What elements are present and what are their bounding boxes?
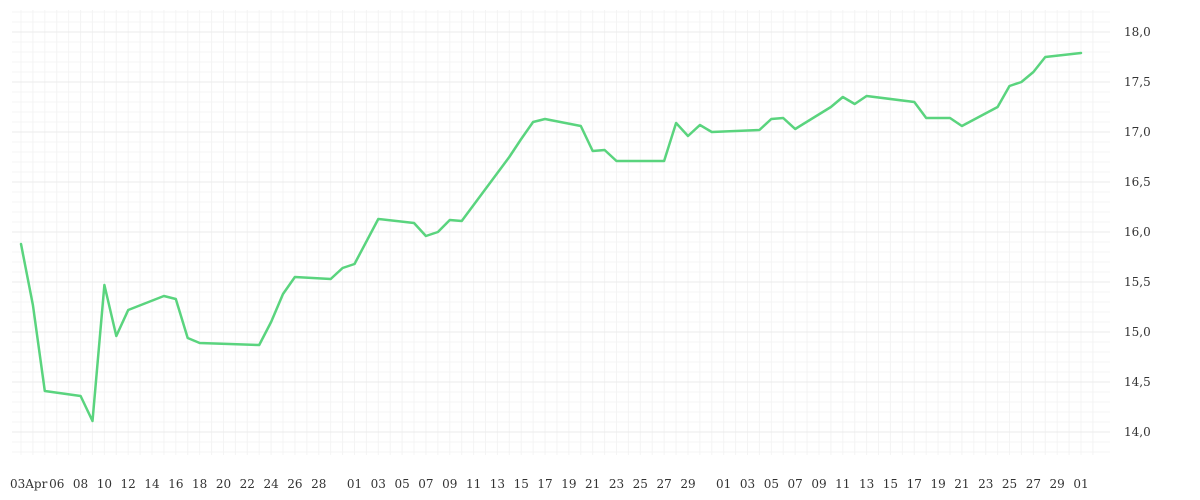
y-tick-label: 17,0 [1124, 125, 1151, 139]
x-tick-label: 06 [49, 477, 64, 491]
x-tick-label: 13 [859, 477, 874, 491]
x-tick-label: 20 [216, 477, 231, 491]
x-tick-label: 23 [978, 477, 993, 491]
y-tick-label: 16,0 [1124, 225, 1151, 239]
x-tick-label: 21 [585, 477, 600, 491]
series-layer [19, 51, 1083, 423]
x-tick-label: 03Apr [10, 477, 48, 491]
y-tick-label: 15,0 [1124, 325, 1151, 339]
y-tick-label: 15,5 [1124, 275, 1151, 289]
x-tick-label: 24 [263, 477, 279, 491]
x-tick-label: 13 [490, 477, 505, 491]
x-tick-label: 15 [883, 477, 898, 491]
x-tick-label: 03 [371, 477, 386, 491]
x-tick-label: 27 [657, 477, 672, 491]
grid [12, 10, 1110, 455]
x-tick-label: 25 [633, 477, 648, 491]
x-tick-label: 26 [287, 477, 302, 491]
x-tick-label: 01 [716, 477, 731, 491]
x-tick-label: 17 [907, 477, 922, 491]
y-tick-label: 17,5 [1124, 75, 1151, 89]
x-tick-label: 19 [561, 477, 576, 491]
x-tick-label: 08 [73, 477, 88, 491]
x-tick-label: 27 [1026, 477, 1041, 491]
y-tick-label: 14,0 [1124, 425, 1151, 439]
x-tick-label: 29 [1050, 477, 1065, 491]
x-tick-label: 07 [418, 477, 433, 491]
x-tick-label: 29 [680, 477, 695, 491]
x-tick-label: 11 [466, 477, 481, 491]
x-tick-label: 09 [811, 477, 826, 491]
x-tick-label: 22 [240, 477, 255, 491]
x-axis-ticks: 03Apr 06 08 10 12 14 16 18 20 22 24 26 28 01 03 05 07 09 1… [10, 477, 1089, 491]
x-tick-label: 25 [1002, 477, 1017, 491]
x-tick-label: 05 [764, 477, 779, 491]
x-tick-label: 03 [740, 477, 755, 491]
x-tick-label: 15 [514, 477, 529, 491]
series-line [19, 51, 1083, 423]
x-tick-label: 21 [954, 477, 969, 491]
x-tick-label: 12 [121, 477, 136, 491]
x-tick-label: 17 [537, 477, 552, 491]
x-tick-label: 19 [930, 477, 945, 491]
x-tick-label: 18 [192, 477, 207, 491]
x-tick-label: 05 [394, 477, 409, 491]
x-tick-label: 11 [835, 477, 850, 491]
y-tick-label: 18,0 [1124, 25, 1151, 39]
y-tick-label: 14,5 [1124, 375, 1151, 389]
x-tick-label: 23 [609, 477, 624, 491]
x-tick-label: 10 [97, 477, 112, 491]
x-tick-label: 01 [347, 477, 362, 491]
x-tick-label: 14 [144, 477, 160, 491]
y-tick-label: 16,5 [1124, 175, 1151, 189]
x-tick-label: 07 [788, 477, 803, 491]
x-tick-label: 28 [311, 477, 326, 491]
y-axis-ticks: 14,0 14,5 15,0 15,5 16,0 16,5 17,0 17,5 18,0 [1124, 25, 1151, 439]
x-tick-label: 01 [1073, 477, 1088, 491]
x-tick-label: 16 [168, 477, 183, 491]
x-tick-label: 09 [442, 477, 457, 491]
